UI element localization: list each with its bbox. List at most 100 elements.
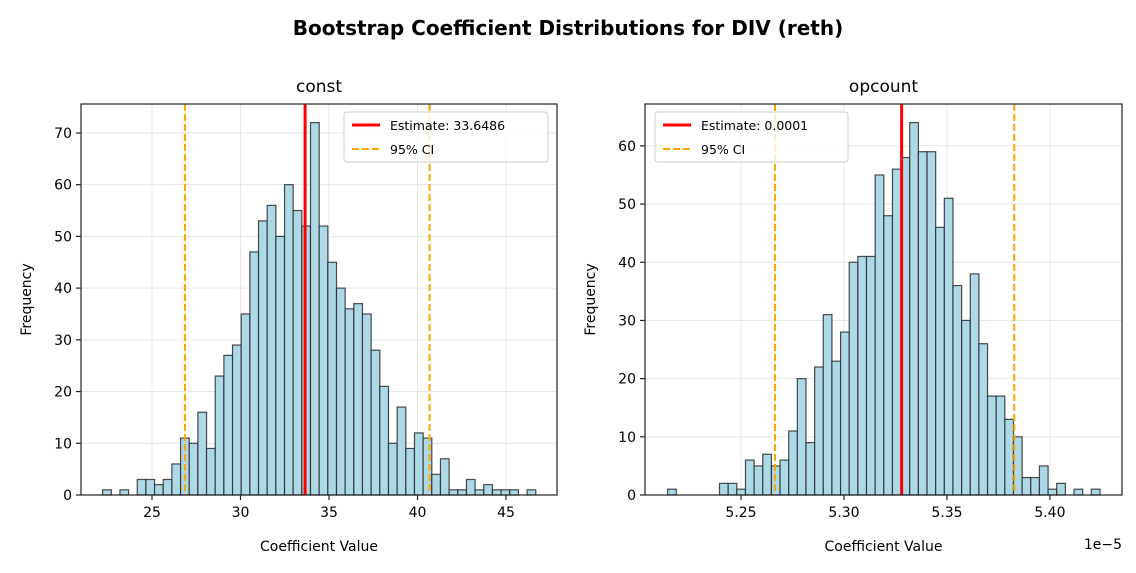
histogram-bar <box>413 432 424 496</box>
y-tick-label: 30 <box>618 313 636 329</box>
histogram-bar <box>465 478 476 496</box>
legend-estimate-label: Estimate: 33.6486 <box>390 118 505 133</box>
histogram-bar <box>978 343 989 496</box>
histogram-bar <box>779 459 790 496</box>
x-axis-label: Coefficient Value <box>260 539 378 555</box>
histogram-bar <box>474 489 485 496</box>
histogram-bar <box>223 354 234 496</box>
subplot-title: const <box>296 77 342 97</box>
histogram-bar <box>986 395 997 496</box>
histogram-bar <box>926 151 937 496</box>
histogram-bar <box>379 385 390 496</box>
y-tick-label: 50 <box>618 197 636 213</box>
y-tick-label: 60 <box>54 178 72 194</box>
subplot-title: opcount <box>849 77 918 97</box>
legend-ci-label: 95% CI <box>701 142 745 157</box>
histogram-bar <box>935 226 945 496</box>
y-tick-label: 20 <box>618 372 636 388</box>
x-axis-label: Coefficient Value <box>825 539 943 555</box>
histogram-bar <box>509 489 520 496</box>
histogram-bar <box>153 484 164 496</box>
const-histogram-panel: 25 30 35 40 45 0 10 20 30 40 50 60 70 const Coefficien… <box>19 77 558 555</box>
histogram-bar <box>943 197 954 496</box>
histogram-bar <box>309 122 320 496</box>
y-axis-label: Frequency <box>19 263 35 335</box>
histogram-bar <box>831 360 842 496</box>
y-tick-label: 20 <box>54 385 72 401</box>
histogram-bar <box>500 489 511 496</box>
legend-box <box>343 111 549 163</box>
y-tick-label: 30 <box>54 333 72 349</box>
histogram-bar <box>952 284 963 496</box>
histogram-bar <box>283 184 294 496</box>
histogram-bar <box>526 489 537 496</box>
histogram-bar <box>839 331 850 496</box>
axes-frame <box>644 103 1123 496</box>
histogram-bar <box>387 442 398 496</box>
histogram-bar <box>439 458 450 496</box>
histogram-bar <box>327 261 338 496</box>
histogram-bar <box>961 319 971 496</box>
legend: Estimate: 0.0001 95% CI <box>654 111 849 163</box>
legend-box <box>654 111 849 163</box>
y-tick-label: 60 <box>618 139 636 155</box>
histogram-bar <box>171 463 182 496</box>
histogram-bar <box>917 151 928 496</box>
x-offset-label: 1e−5 <box>1084 537 1122 553</box>
histogram-bar <box>318 225 329 496</box>
histogram-bar <box>275 235 286 496</box>
histogram-bar <box>145 478 156 496</box>
legend-estimate-label: Estimate: 0.0001 <box>701 118 808 133</box>
axes-frame <box>80 103 558 496</box>
histogram-bar <box>188 442 199 496</box>
histogram-bar <box>197 411 208 496</box>
histogram-bar <box>431 473 442 496</box>
histogram-bar <box>822 314 833 496</box>
x-tick-label: 5.40 <box>1034 505 1065 521</box>
y-tick-label: 0 <box>63 488 72 504</box>
histogram-bar <box>353 303 364 496</box>
x-tick-label: 5.25 <box>725 505 756 521</box>
histogram-bar <box>762 453 773 496</box>
histogram-bar <box>1090 488 1101 496</box>
histogram-bar <box>214 375 225 496</box>
histogram-bar <box>753 465 764 496</box>
histogram-bar <box>727 482 738 496</box>
histogram-bar <box>995 395 1006 496</box>
histogram-bar <box>483 484 494 496</box>
y-axis-label: Frequency <box>583 263 599 335</box>
histogram-bar <box>292 209 303 496</box>
histogram-bar <box>335 287 346 496</box>
y-tick-label: 10 <box>618 430 636 446</box>
histogram-bar <box>857 255 868 496</box>
histogram-bar <box>1047 488 1058 496</box>
opcount-histogram-panel: 5.25 5.30 5.35 5.40 0 10 20 30 40 50 60 opcount Coef… <box>583 77 1123 555</box>
histogram-bar <box>205 447 216 496</box>
histogram-bar <box>119 489 130 496</box>
y-tick-label: 70 <box>54 126 72 142</box>
legend: Estimate: 33.6486 95% CI <box>343 111 549 163</box>
histogram-bar <box>814 366 824 496</box>
histogram-bar <box>805 442 816 496</box>
y-tick-label: 10 <box>54 436 72 452</box>
x-tick-label: 5.30 <box>828 505 859 521</box>
histogram-bar <box>865 255 876 496</box>
histogram-bar <box>796 378 807 496</box>
histogram-bar <box>249 251 260 496</box>
histogram-bar <box>667 488 677 496</box>
histogram-bar <box>257 220 268 496</box>
histogram-bar <box>744 459 755 496</box>
x-tick-label: 25 <box>143 505 161 521</box>
histogram-bar <box>1038 465 1049 496</box>
histogram-bar <box>788 430 798 496</box>
histogram-bar <box>491 489 502 496</box>
y-tick-label: 50 <box>54 229 72 245</box>
histogram-bar <box>1004 418 1015 496</box>
histogram-bar <box>231 344 242 496</box>
y-tick-label: 0 <box>627 488 636 504</box>
histogram-bar <box>405 447 416 496</box>
histogram-bar <box>909 122 919 496</box>
histogram-bar <box>457 489 468 496</box>
x-tick-label: 5.35 <box>931 505 962 521</box>
histogram-bar <box>396 406 407 496</box>
